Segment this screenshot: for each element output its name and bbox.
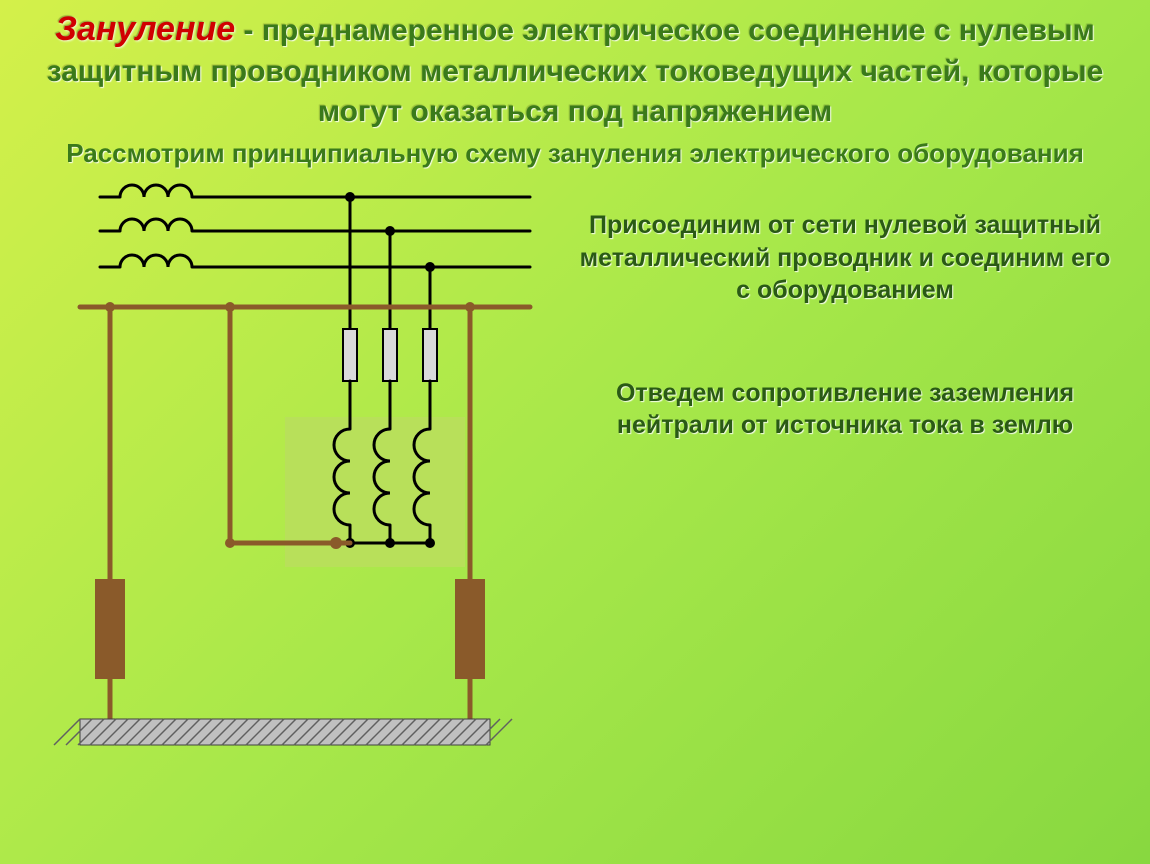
diagram-column [30, 179, 550, 759]
paragraph-2: Отведем сопротивление заземления нейтрал… [570, 377, 1120, 442]
circuit-diagram [30, 179, 550, 759]
paragraph-1: Присоединим от сети нулевой защитный мет… [570, 209, 1120, 307]
subtitle: Рассмотрим принципиальную схему занулени… [0, 133, 1150, 180]
text-column: Присоединим от сети нулевой защитный мет… [550, 179, 1120, 759]
title-block: Зануление - преднамеренное электрическое… [0, 0, 1150, 133]
content-row: Присоединим от сети нулевой защитный мет… [0, 179, 1150, 759]
title-highlight: Зануление [55, 10, 235, 48]
